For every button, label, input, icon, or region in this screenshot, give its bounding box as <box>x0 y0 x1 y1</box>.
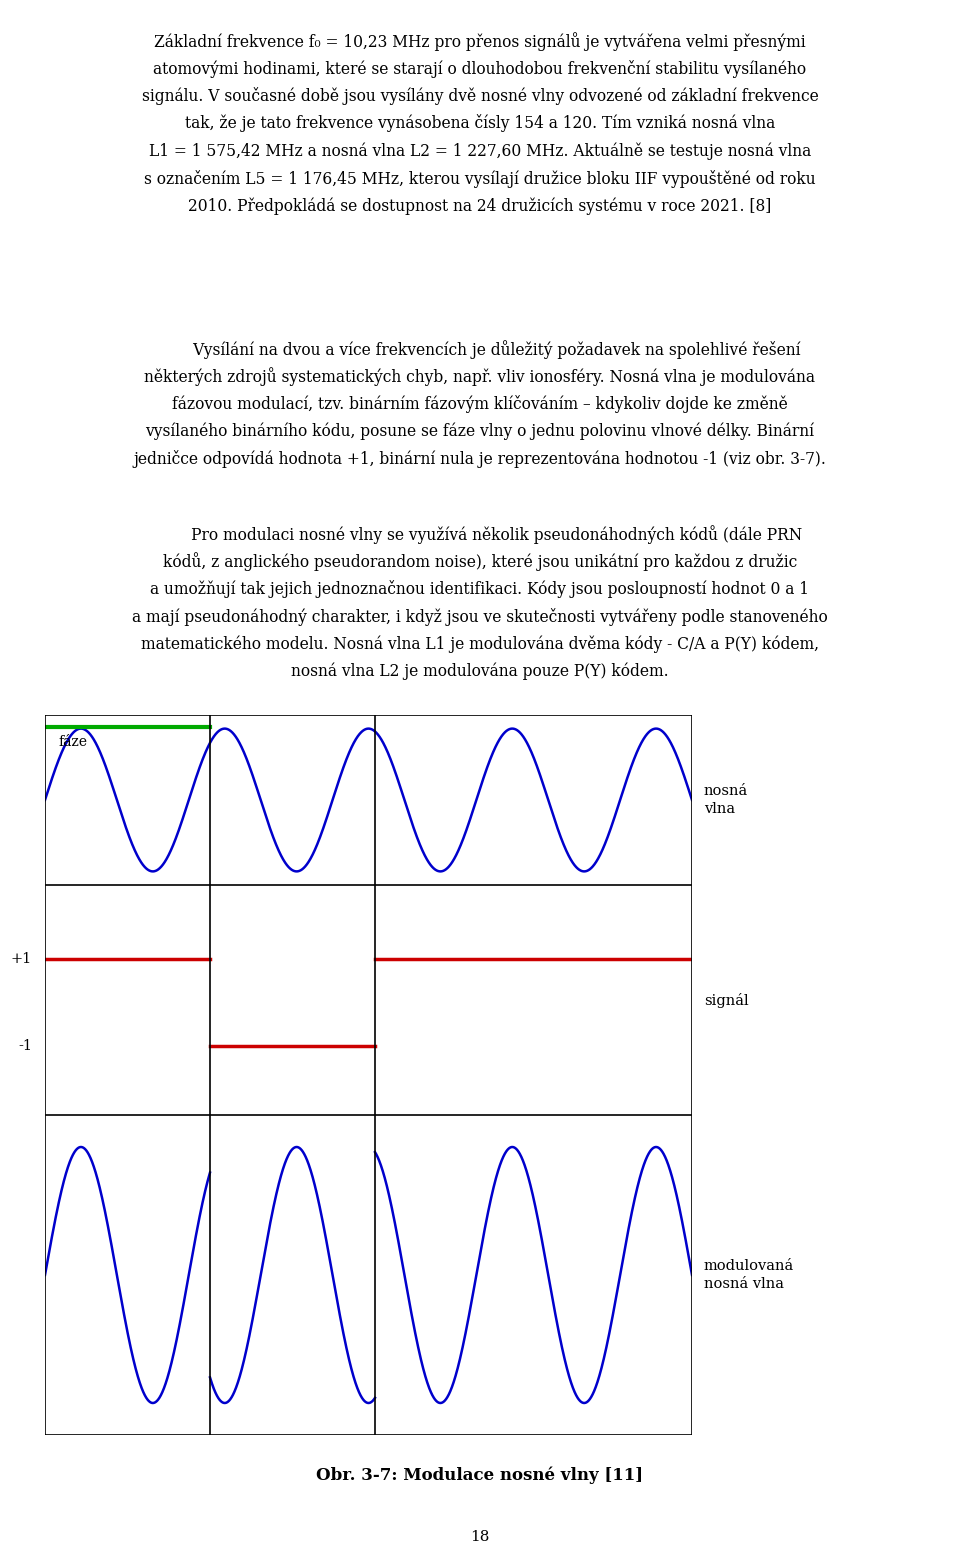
Text: signálu. V současné době jsou vysílány dvě nosné vlny odvozené od základní frekv: signálu. V současné době jsou vysílány d… <box>142 87 818 105</box>
Text: 2010. Předpokládá se dostupnost na 24 družicích systému v roce 2021. [8]: 2010. Předpokládá se dostupnost na 24 dr… <box>188 197 772 214</box>
Text: s označením L5 = 1 176,45 MHz, kterou vysílají družice bloku IIF vypouštěné od r: s označením L5 = 1 176,45 MHz, kterou vy… <box>144 170 816 187</box>
Text: některých zdrojů systematických chyb, např. vliv ionosféry. Nosná vlna je modulo: některých zdrojů systematických chyb, na… <box>145 367 815 387</box>
Text: 18: 18 <box>470 1530 490 1544</box>
Text: L1 = 1 575,42 MHz a nosná vlna L2 = 1 227,60 MHz. Aktuálně se testuje nosná vlna: L1 = 1 575,42 MHz a nosná vlna L2 = 1 22… <box>149 142 811 159</box>
Text: jedničce odpovídá hodnota +1, binární nula je reprezentována hodnotou -1 (viz ob: jedničce odpovídá hodnota +1, binární nu… <box>133 450 827 468</box>
Text: fázovou modulací, tzv. binárním fázovým klíčováním – kdykoliv dojde ke změně: fázovou modulací, tzv. binárním fázovým … <box>172 395 788 414</box>
Text: +1: +1 <box>11 952 32 966</box>
Text: atomovými hodinami, které se starají o dlouhodobou frekvenční stabilitu vysílané: atomovými hodinami, které se starají o d… <box>154 59 806 78</box>
Text: tak, že je tato frekvence vynásobena čísly 154 a 120. Tím vzniká nosná vlna: tak, že je tato frekvence vynásobena čís… <box>185 114 775 133</box>
Text: signál: signál <box>704 993 749 1007</box>
Text: modulovaná
nosná vlna: modulovaná nosná vlna <box>704 1260 794 1291</box>
Text: nosná
vlna: nosná vlna <box>704 784 748 816</box>
Text: a umožňují tak jejich jednoznačnou identifikaci. Kódy jsou posloupností hodnot 0: a umožňují tak jejich jednoznačnou ident… <box>151 581 809 598</box>
Text: kódů, z anglického pseudorandom noise), které jsou unikátní pro každou z družic: kódů, z anglického pseudorandom noise), … <box>163 553 797 571</box>
Text: Pro modulaci nosné vlny se využívá několik pseudonáhodných kódů (dále PRN: Pro modulaci nosné vlny se využívá někol… <box>157 524 803 543</box>
Text: Vysílání na dvou a více frekvencích je důležitý požadavek na spolehlivé řešení: Vysílání na dvou a více frekvencích je d… <box>159 340 801 359</box>
Text: vysílaného binárního kódu, posune se fáze vlny o jednu polovinu vlnové délky. Bi: vysílaného binárního kódu, posune se fáz… <box>146 423 814 440</box>
Text: a mají pseudonáhodný charakter, i když jsou ve skutečnosti vytvářeny podle stano: a mají pseudonáhodný charakter, i když j… <box>132 607 828 626</box>
Text: matematického modelu. Nosná vlna L1 je modulována dvěma kódy - C/A a P(Y) kódem,: matematického modelu. Nosná vlna L1 je m… <box>141 635 819 652</box>
Text: Obr. 3-7: Modulace nosné vlny [11]: Obr. 3-7: Modulace nosné vlny [11] <box>317 1466 643 1483</box>
Text: fáze: fáze <box>59 735 87 749</box>
Text: Základní frekvence f₀ = 10,23 MHz pro přenos signálů je vytvářena velmi přesnými: Základní frekvence f₀ = 10,23 MHz pro př… <box>155 31 805 52</box>
Text: nosná vlna L2 je modulována pouze P(Y) kódem.: nosná vlna L2 je modulována pouze P(Y) k… <box>291 662 669 681</box>
Text: -1: -1 <box>18 1040 32 1054</box>
